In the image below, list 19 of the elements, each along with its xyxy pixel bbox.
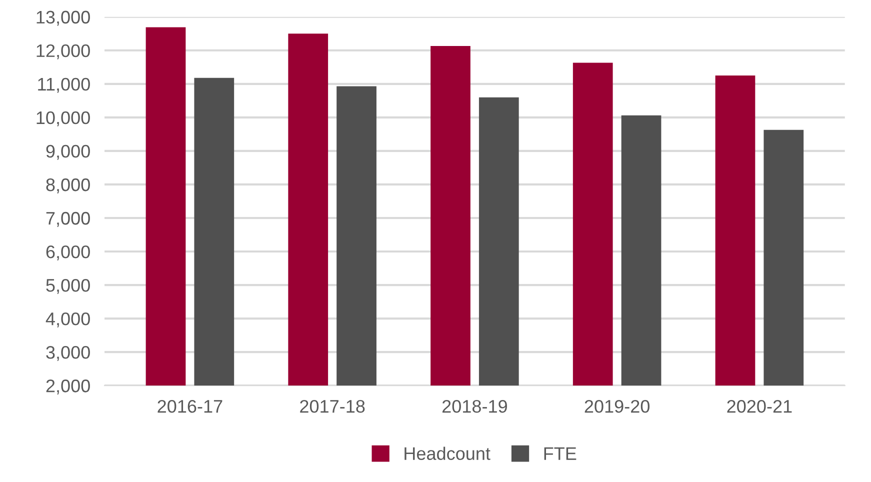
y-tick-label: 8,000 [46,178,90,194]
y-tick-label: 7,000 [46,212,90,227]
y-tick-label: 9,000 [46,144,90,160]
legend-label: Headcount [404,446,490,460]
x-tick-label: 2017-18 [300,400,365,413]
x-tick-label: 2020-21 [727,400,792,413]
y-tick-label: 2,000 [46,380,90,394]
y-tick-label: 13,000 [36,10,90,26]
y-tick-label: 11,000 [38,78,90,93]
y-tick-label: 4,000 [46,312,90,328]
x-tick-label: 2018-19 [442,400,507,413]
y-tick-label: 10,000 [36,111,90,126]
y-tick-label: 3,000 [46,346,90,361]
y-tick-label: 6,000 [46,245,90,260]
y-tick-label: 12,000 [36,44,90,60]
x-tick-label: 2019-20 [584,400,650,413]
legend-label: FTE [544,447,576,460]
y-tick-label: 5,000 [46,278,90,294]
x-tick-label: 2016-17 [158,400,222,413]
